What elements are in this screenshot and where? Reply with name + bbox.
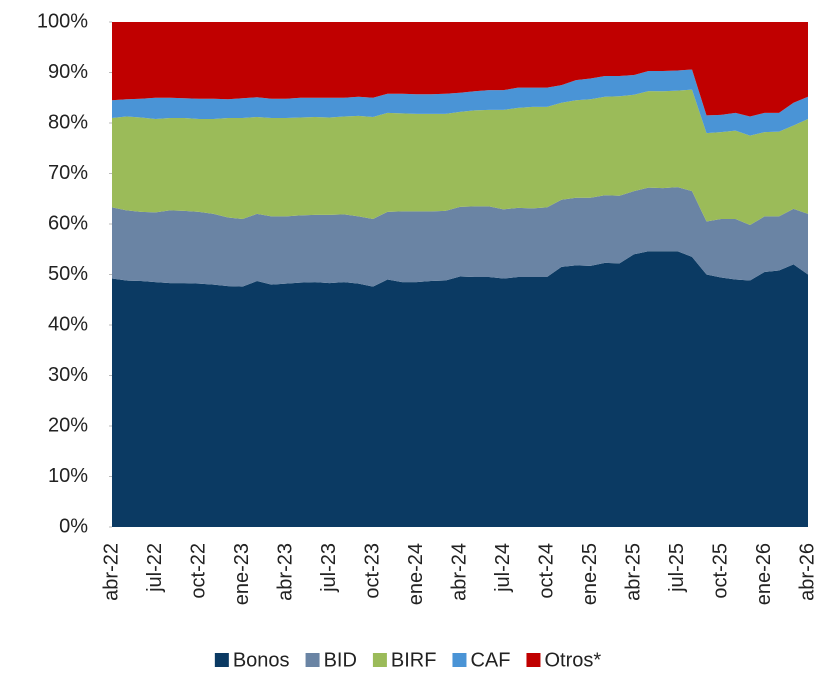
legend-swatch: [526, 653, 541, 667]
legend: Bonos BID BIRF CAF Otros*: [214, 649, 601, 671]
y-tick-label: 80%: [48, 111, 88, 133]
legend-label: CAF: [470, 649, 510, 671]
x-tick-label: ene-24: [405, 543, 427, 605]
legend-swatch: [452, 653, 467, 667]
area: [112, 22, 808, 117]
y-tick-label: 20%: [48, 414, 88, 436]
x-tick-label: abr-23: [274, 543, 296, 601]
x-tick-label: oct-23: [361, 543, 383, 599]
x-tick-label: oct-22: [187, 543, 209, 599]
legend-label: Bonos: [233, 649, 290, 671]
y-tick-label: 100%: [37, 10, 88, 32]
y-tick-label: 0%: [59, 515, 88, 537]
x-tick-label: jul-22: [144, 543, 166, 593]
x-tick-label: abr-26: [796, 543, 816, 601]
legend-label: BID: [324, 649, 357, 671]
area: [112, 187, 808, 287]
x-tick-label: ene-23: [231, 543, 253, 605]
y-tick-label: 60%: [48, 212, 88, 234]
y-tick-label: 90%: [48, 61, 88, 83]
legend-swatch: [214, 653, 229, 667]
legend-swatch: [305, 653, 320, 667]
legend-swatch: [372, 653, 387, 667]
x-tick-label: abr-22: [100, 543, 122, 601]
legend-label: BIRF: [391, 649, 437, 671]
y-tick-label: 50%: [48, 263, 88, 285]
area: [112, 89, 808, 226]
y-tick-label: 10%: [48, 465, 88, 487]
x-tick-label: jul-24: [492, 543, 514, 593]
legend-label: Otros*: [544, 649, 601, 671]
x-tick-label: oct-25: [709, 543, 731, 599]
area: [112, 251, 808, 527]
x-tick-label: abr-25: [622, 543, 644, 601]
area: [112, 69, 808, 136]
x-tick-label: jul-25: [666, 543, 688, 593]
x-tick-label: oct-24: [535, 543, 557, 599]
y-tick-label: 30%: [48, 364, 88, 386]
x-tick-label: ene-26: [753, 543, 775, 605]
x-tick-label: ene-25: [579, 543, 601, 605]
x-tick-label: jul-23: [318, 543, 340, 593]
y-tick-label: 70%: [48, 162, 88, 184]
x-tick-label: abr-24: [448, 543, 470, 601]
y-tick-label: 40%: [48, 313, 88, 335]
